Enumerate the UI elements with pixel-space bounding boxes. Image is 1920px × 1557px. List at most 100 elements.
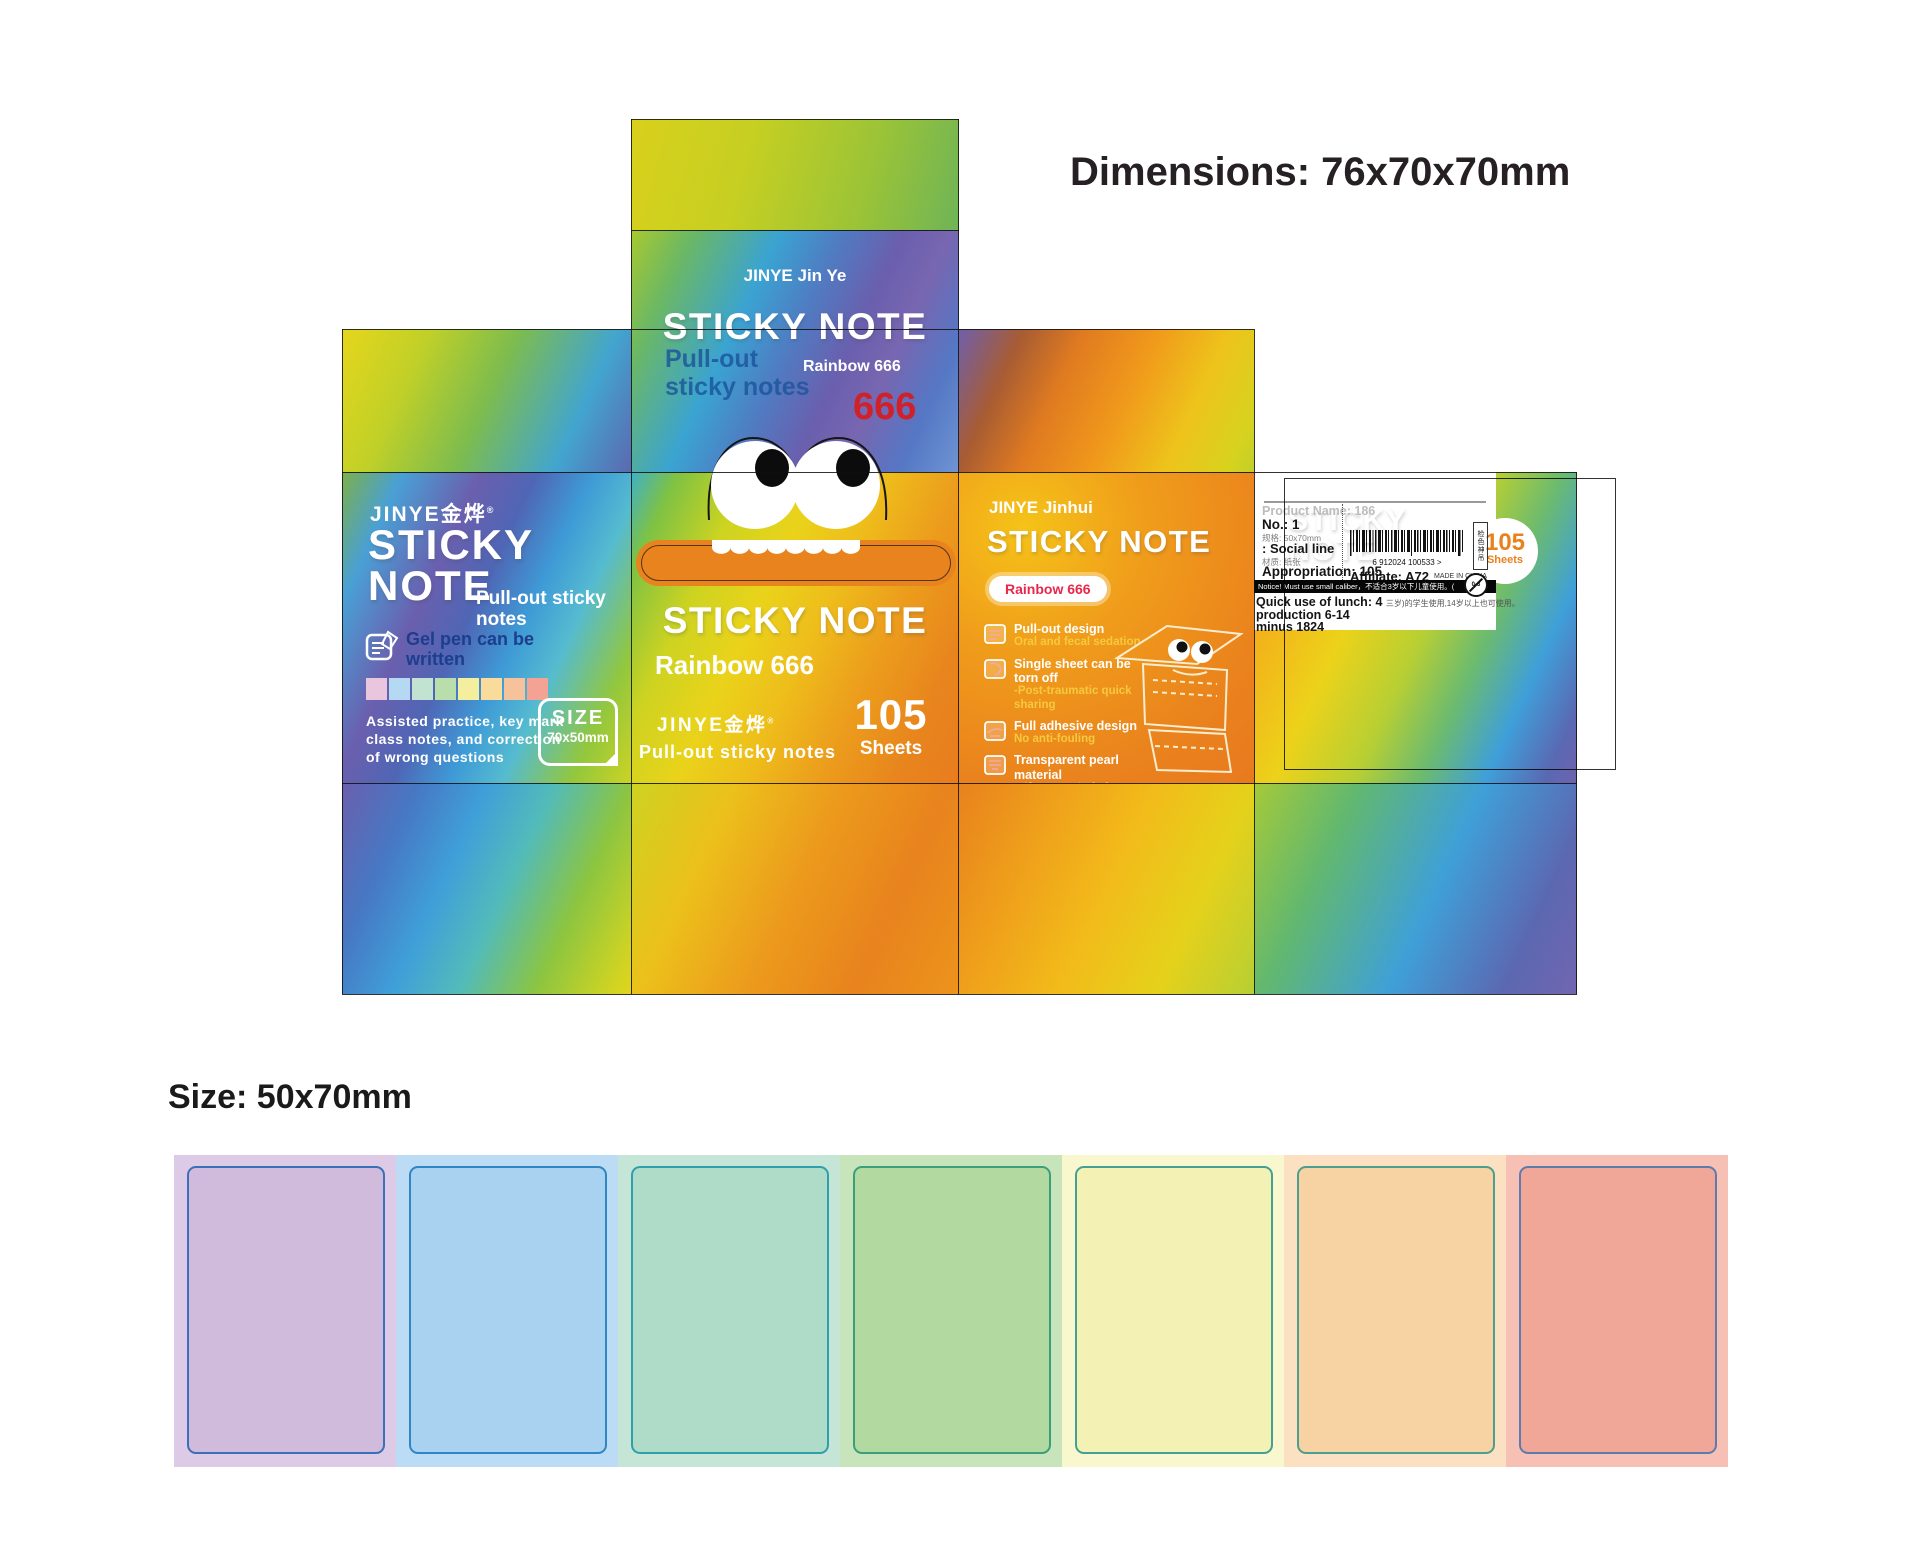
product-label: Product Name: 186 No.: 1 规格: 50x70mm : S… bbox=[1254, 472, 1520, 634]
feature-subtitle: -Post-traumatic quick sharing bbox=[1014, 685, 1132, 711]
mini-swatch bbox=[389, 678, 410, 700]
feature-subtitle: Oral and fecal sedation bbox=[1014, 636, 1141, 649]
sheet-count-unit: Sheets bbox=[859, 738, 923, 759]
variant-badge: Rainbow 666 bbox=[989, 576, 1107, 602]
dieline-bottom-flap-front bbox=[631, 783, 959, 994]
swatch-sheet bbox=[1297, 1166, 1495, 1454]
product-title: STICKY NOTE bbox=[662, 600, 928, 641]
feature-item: Full adhesive design No anti-fouling bbox=[983, 719, 1143, 747]
label-number: No.: 1 bbox=[1262, 517, 1300, 532]
feature-title: Pull-out design bbox=[1014, 622, 1105, 636]
dieline-back-panel: STICKY NOTE Pull-out sticky notes 105 Sh… bbox=[1254, 472, 1577, 783]
label-appropriation: Appropriation: 105 bbox=[1262, 564, 1383, 579]
title-line1: STICKY bbox=[368, 521, 535, 568]
sheet-count-number: 105 bbox=[1484, 529, 1526, 556]
fold-line bbox=[958, 119, 959, 994]
label-made-in: MADE IN CHINA bbox=[1434, 573, 1487, 580]
fold-line bbox=[1254, 329, 1255, 994]
cut-line bbox=[342, 994, 1577, 995]
size-badge-label: SIZE bbox=[551, 707, 605, 729]
label-quick-line: Quick use of lunch: 4 三岁)的学生使用,14岁以上也可使用… bbox=[1256, 595, 1520, 609]
product-title: STICKY NOTE bbox=[662, 306, 928, 347]
feature-title: Transparent pearl material bbox=[1014, 753, 1119, 782]
fold-line bbox=[631, 230, 959, 231]
pull-out-line2: sticky notes bbox=[665, 372, 810, 401]
brand-text: JINYE Jinhui bbox=[989, 498, 1093, 517]
variant-text: Rainbow 666 bbox=[803, 358, 901, 375]
fold-line bbox=[342, 329, 1254, 330]
quick-text: Quick use of lunch: 4 bbox=[1256, 595, 1383, 609]
product-title: STICKY NOTE bbox=[368, 521, 535, 606]
product-title: STICKY NOTE bbox=[987, 524, 1212, 559]
teeth-icon bbox=[710, 540, 860, 554]
swatch-sheet bbox=[631, 1166, 829, 1454]
usage-description: Assisted practice, key mark class notes,… bbox=[366, 712, 564, 767]
gel-pen-note: Gel pen can be written bbox=[406, 629, 535, 670]
dimensions-heading: Dimensions: 76x70x70mm bbox=[1070, 150, 1571, 194]
brand-logo: JINYE金烨® bbox=[370, 498, 495, 528]
label-production-line: production 6-14 bbox=[1256, 608, 1350, 622]
dieline-right-wing bbox=[959, 329, 1254, 472]
barcode: 6 912024 100533 > bbox=[1350, 530, 1463, 567]
label-side-mark: 检色神吊 bbox=[1473, 522, 1488, 570]
brand-text: JINYE金烨 bbox=[370, 503, 487, 526]
label-product-name: Product Name: 186 bbox=[1262, 504, 1376, 518]
mini-swatch bbox=[412, 678, 433, 700]
mini-swatch bbox=[527, 678, 548, 700]
size-sticker-badge: SIZE 70x50mm bbox=[538, 698, 618, 766]
registered-mark: ® bbox=[486, 505, 496, 515]
mini-color-strip bbox=[366, 678, 548, 700]
color-swatch-green bbox=[840, 1155, 1062, 1467]
color-swatch-mint bbox=[618, 1155, 840, 1467]
variant-text: Rainbow 666 bbox=[655, 650, 814, 680]
fold-line bbox=[342, 783, 1577, 784]
gel-line2: written bbox=[406, 648, 466, 669]
fold-line bbox=[342, 472, 1577, 473]
adhesive-icon bbox=[984, 720, 1006, 741]
subtitle-line1: Pull-out sticky bbox=[476, 588, 606, 609]
pull-out-subtitle: Pull-out sticky notes bbox=[665, 345, 810, 401]
size-heading: Size: 50x70mm bbox=[168, 1078, 412, 1116]
dieline-bottom-flap-back bbox=[1254, 783, 1577, 994]
label-minus-line: minus 1824 bbox=[1256, 620, 1325, 634]
cut-line bbox=[1576, 472, 1577, 994]
age-restriction-icon: 0-3 bbox=[1464, 573, 1488, 597]
title-line2: NOTE bbox=[1288, 534, 1378, 567]
dieline-front-top-panel: JINYE Jin Ye STICKY NOTE Pull-out sticky… bbox=[631, 230, 959, 472]
gel-line1: Gel pen can be bbox=[406, 629, 535, 649]
big-number-666: 666 bbox=[853, 386, 917, 428]
dieline-side-panel: JINYE Jinhui STICKY NOTE Rainbow 666 Pul… bbox=[959, 472, 1254, 821]
dieline-bottom-flap-side bbox=[959, 783, 1254, 994]
mini-swatch bbox=[435, 678, 456, 700]
registered-mark: ® bbox=[767, 716, 776, 726]
brand-text: JINYE金烨 bbox=[657, 715, 768, 736]
feature-title: Full adhesive design bbox=[1014, 718, 1137, 733]
pull-out-subtitle: Pull-out sticky notes bbox=[476, 588, 606, 631]
mini-swatch bbox=[504, 678, 525, 700]
sheet-count-number: 105 bbox=[854, 691, 928, 738]
note-pencil-icon bbox=[365, 630, 399, 661]
label-material: 材质: 纸张 bbox=[1262, 557, 1301, 567]
pull-out-line1: Pull-out bbox=[665, 345, 759, 373]
color-swatch-yellow bbox=[1062, 1155, 1284, 1467]
color-swatch-blue bbox=[396, 1155, 618, 1467]
color-swatch-orange bbox=[1284, 1155, 1506, 1467]
subtitle-line2: sticky notes bbox=[1380, 561, 1473, 579]
dieline-bottom-flap-left bbox=[342, 783, 631, 994]
color-swatch-salmon bbox=[1506, 1155, 1728, 1467]
cartoon-eyes bbox=[707, 436, 888, 529]
feature-title: Single sheet can be torn off bbox=[1014, 656, 1131, 685]
subtitle-line2: notes bbox=[476, 609, 527, 631]
feature-item: Pull-out design Oral and fecal sedation bbox=[983, 622, 1143, 650]
label-divider bbox=[1264, 501, 1486, 503]
cartoon-mouth bbox=[636, 540, 956, 586]
pearl-material-icon bbox=[984, 755, 1006, 776]
pull-out-icon bbox=[984, 624, 1006, 644]
dieline-left-panel: JINYE金烨® STICKY NOTE Pull-out sticky not… bbox=[342, 472, 631, 783]
cut-line bbox=[631, 119, 959, 120]
desc-line3: of wrong questions bbox=[366, 749, 505, 766]
brand-logo: JINYE金烨® bbox=[657, 710, 776, 737]
dieline-top-flap bbox=[631, 119, 959, 230]
glue-flap-outline bbox=[1284, 478, 1616, 770]
sticky-note-color-board bbox=[174, 1155, 1728, 1467]
